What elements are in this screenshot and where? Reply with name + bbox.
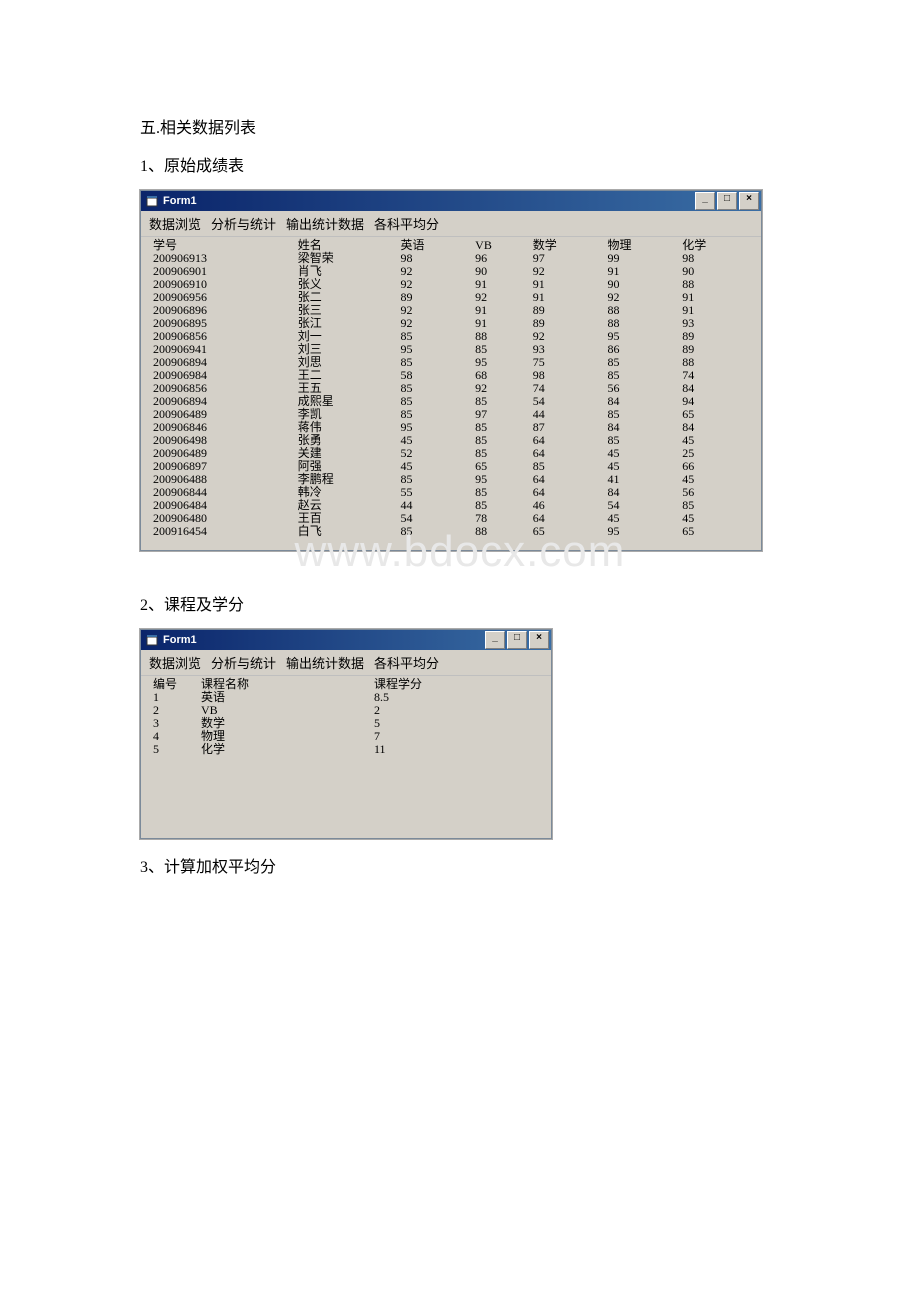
menu-output-stats[interactable]: 输出统计数据 <box>286 653 364 672</box>
table-header-row: 学号姓名英语VB数学物理化学 <box>149 239 753 252</box>
table-row: 200906489关建5285644525 <box>149 447 753 460</box>
table-row: 200906498张勇4585648545 <box>149 434 753 447</box>
form-icon <box>145 194 159 208</box>
cell: 8.5 <box>370 691 543 704</box>
table-row: 200906484赵云4485465485 <box>149 499 753 512</box>
table-row: 200906956张二8992919291 <box>149 291 753 304</box>
table-row: 200906846蒋伟9585878484 <box>149 421 753 434</box>
table-row: 200906910张义9291919088 <box>149 278 753 291</box>
titlebar: Form1 _ □ × <box>141 630 551 650</box>
cell: 85 <box>396 525 471 538</box>
form-icon <box>145 633 159 647</box>
cell: 11 <box>370 743 543 756</box>
cell: 200916454 <box>149 525 294 538</box>
menu-output-stats[interactable]: 输出统计数据 <box>286 214 364 233</box>
courses-table: 编号课程名称课程学分1英语8.52VB23数学54物理75化学11 <box>149 678 543 756</box>
table-row: 200906894成熙星8585548494 <box>149 395 753 408</box>
scores-table: 学号姓名英语VB数学物理化学200906913梁智荣98969799982009… <box>149 239 753 538</box>
window-title: Form1 <box>163 195 695 207</box>
titlebar: Form1 _ □ × <box>141 191 761 211</box>
heading-1: 1、原始成绩表 <box>140 152 780 176</box>
cell: 95 <box>603 525 678 538</box>
menubar: 数据浏览 分析与统计 输出统计数据 各科平均分 <box>141 211 761 237</box>
table-row: 200906488李鹏程8595644145 <box>149 473 753 486</box>
menu-avg[interactable]: 各科平均分 <box>374 653 439 672</box>
menu-data-browse[interactable]: 数据浏览 <box>149 653 201 672</box>
cell: 5 <box>370 717 543 730</box>
table-row: 200916454白飞8588659565 <box>149 525 753 538</box>
scores-table-area: 学号姓名英语VB数学物理化学200906913梁智荣98969799982009… <box>141 237 761 540</box>
minimize-button[interactable]: _ <box>485 631 505 649</box>
menubar: 数据浏览 分析与统计 输出统计数据 各科平均分 <box>141 650 551 676</box>
table-row: 200906913梁智荣9896979998 <box>149 252 753 265</box>
table-row: 200906489李凯8597448565 <box>149 408 753 421</box>
heading-main: 五.相关数据列表 <box>140 114 780 138</box>
menu-avg[interactable]: 各科平均分 <box>374 214 439 233</box>
table-row: 200906894刘思8595758588 <box>149 356 753 369</box>
heading-3: 3、计算加权平均分 <box>140 853 780 877</box>
window-title: Form1 <box>163 634 485 646</box>
table-row: 200906844韩冷5585648456 <box>149 486 753 499</box>
cell: 65 <box>529 525 604 538</box>
cell: 88 <box>471 525 529 538</box>
menu-data-browse[interactable]: 数据浏览 <box>149 214 201 233</box>
table-row: 200906941刘三9585938689 <box>149 343 753 356</box>
cell: 2 <box>370 704 543 717</box>
table-row: 5化学11 <box>149 743 543 756</box>
table-row: 200906480王百5478644545 <box>149 512 753 525</box>
close-button[interactable]: × <box>529 631 549 649</box>
minimize-button[interactable]: _ <box>695 192 715 210</box>
table-row: 200906856王五8592745684 <box>149 382 753 395</box>
column-header: 课程学分 <box>370 678 543 691</box>
close-button[interactable]: × <box>739 192 759 210</box>
cell: 英语 <box>197 691 370 704</box>
table-row: 200906897阿强4565854566 <box>149 460 753 473</box>
cell: 65 <box>678 525 753 538</box>
maximize-button[interactable]: □ <box>717 192 737 210</box>
menu-analysis[interactable]: 分析与统计 <box>211 214 276 233</box>
table-row: 200906896张三9291898891 <box>149 304 753 317</box>
cell: 7 <box>370 730 543 743</box>
courses-table-area: 编号课程名称课程学分1英语8.52VB23数学54物理75化学11 <box>141 676 551 758</box>
table-row: 200906901肖飞9290929190 <box>149 265 753 278</box>
maximize-button[interactable]: □ <box>507 631 527 649</box>
form1-window-scores: Form1 _ □ × 数据浏览 分析与统计 输出统计数据 各科平均分 学号姓名… <box>140 190 762 551</box>
form1-window-courses: Form1 _ □ × 数据浏览 分析与统计 输出统计数据 各科平均分 编号课程… <box>140 629 552 839</box>
cell: 5 <box>149 743 197 756</box>
table-row: 200906895张江9291898893 <box>149 317 753 330</box>
table-row: 200906984王二5868988574 <box>149 369 753 382</box>
cell: 化学 <box>197 743 370 756</box>
cell: 白飞 <box>294 525 397 538</box>
table-row: 200906856刘一8588929589 <box>149 330 753 343</box>
menu-analysis[interactable]: 分析与统计 <box>211 653 276 672</box>
heading-2: 2、课程及学分 <box>140 591 780 615</box>
